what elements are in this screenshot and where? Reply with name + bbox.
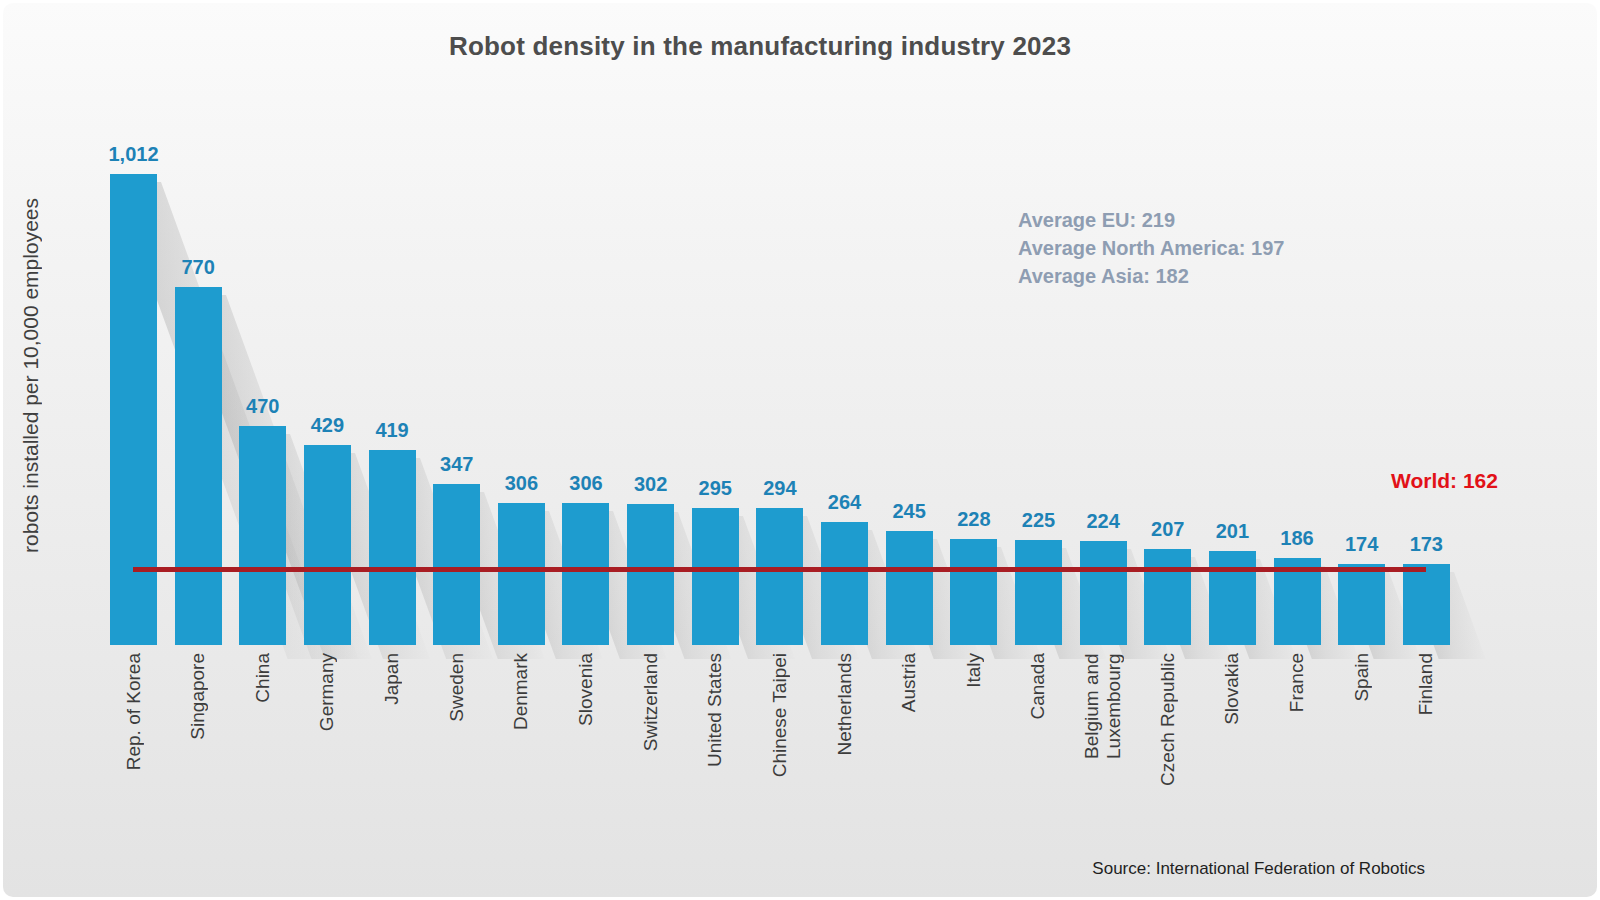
bar-value-label: 770 <box>153 256 243 279</box>
bar-japan <box>369 450 416 645</box>
x-label-slot: Slovenia <box>562 653 609 726</box>
annotation-average-eu: Average EU: 219 <box>1018 206 1284 234</box>
annotation-average-asia: Average Asia: 182 <box>1018 262 1284 290</box>
x-label-slot: Netherlands <box>821 653 868 755</box>
bar-germany <box>304 445 351 645</box>
bar-slovenia <box>562 503 609 645</box>
world-line-label: World: 162 <box>1391 469 1498 493</box>
x-axis-label: Sweden <box>446 653 468 722</box>
x-axis-labels: Rep. of Korea Singapore China Germany Japan S… <box>110 653 1450 828</box>
bar-spain <box>1338 564 1385 645</box>
bar-value-label: 173 <box>1381 533 1471 556</box>
x-label-slot: Japan <box>369 653 416 705</box>
regional-averages-annotation: Average EU: 219 Average North America: 1… <box>1018 206 1284 290</box>
x-axis-label: China <box>252 653 274 703</box>
source-note: Source: International Federation of Robo… <box>1092 859 1425 879</box>
x-label-slot: Germany <box>304 653 351 731</box>
bar-rep-of-korea <box>110 174 157 645</box>
bar-chinese-taipei <box>756 508 803 645</box>
x-axis-label: Chinese Taipei <box>769 653 791 777</box>
x-label-slot: China <box>239 653 286 703</box>
bar-switzerland <box>627 504 674 645</box>
bar-denmark <box>498 503 545 645</box>
bar-value-label: 419 <box>347 419 437 442</box>
x-label-slot: Austria <box>886 653 933 712</box>
x-axis-label: Slovenia <box>575 653 597 726</box>
y-axis: robots installed per 10,000 employees <box>19 3 43 748</box>
bar-netherlands <box>821 522 868 645</box>
world-reference-line <box>133 567 1426 572</box>
x-label-slot: France <box>1274 653 1321 712</box>
x-axis-label: Netherlands <box>834 653 856 755</box>
x-axis-label: Germany <box>316 653 338 731</box>
x-label-slot: Belgium and Luxembourg <box>1080 653 1127 828</box>
x-axis-label: Italy <box>963 653 985 688</box>
bar-singapore <box>175 287 222 645</box>
bar-canada <box>1015 540 1062 645</box>
bar-austria <box>886 531 933 645</box>
x-axis-label: Rep. of Korea <box>123 653 145 770</box>
bar-czech-republic <box>1144 549 1191 645</box>
x-label-slot: Rep. of Korea <box>110 653 157 770</box>
bar-value-label: 1,012 <box>89 143 179 166</box>
x-label-slot: Switzerland <box>627 653 674 751</box>
bar-italy <box>950 539 997 645</box>
x-label-slot: United States <box>692 653 739 767</box>
x-label-slot: Italy <box>950 653 997 688</box>
x-axis-label: Denmark <box>510 653 532 730</box>
x-label-slot: Sweden <box>433 653 480 722</box>
x-axis-label: Canada <box>1027 653 1049 720</box>
chart-canvas: Robot density in the manufacturing indus… <box>3 3 1597 897</box>
x-axis-label: Czech Republic <box>1157 653 1179 786</box>
x-label-slot: Slovakia <box>1209 653 1256 725</box>
x-axis-label: Spain <box>1351 653 1373 702</box>
x-axis-label: Singapore <box>187 653 209 740</box>
x-label-slot: Finland <box>1403 653 1450 715</box>
x-label-slot: Denmark <box>498 653 545 730</box>
chart-title: Robot density in the manufacturing indus… <box>3 31 1517 62</box>
x-axis-label: Switzerland <box>640 653 662 751</box>
x-axis-label: Austria <box>898 653 920 712</box>
bar-finland <box>1403 564 1450 645</box>
x-axis-label: Japan <box>381 653 403 705</box>
x-label-slot: Czech Republic <box>1144 653 1191 786</box>
bar-united-states <box>692 508 739 645</box>
x-axis-label: Belgium and Luxembourg <box>1081 653 1125 828</box>
x-axis-label: United States <box>704 653 726 767</box>
x-axis-label: France <box>1286 653 1308 712</box>
x-label-slot: Spain <box>1338 653 1385 702</box>
x-label-slot: Singapore <box>175 653 222 740</box>
bar-belgium-and-luxembourg <box>1080 541 1127 645</box>
x-label-slot: Chinese Taipei <box>756 653 803 777</box>
annotation-average-north-america: Average North America: 197 <box>1018 234 1284 262</box>
bar-sweden <box>433 484 480 645</box>
y-axis-label: robots installed per 10,000 employees <box>19 198 43 553</box>
bar-china <box>239 426 286 645</box>
x-axis-label: Finland <box>1415 653 1437 715</box>
x-axis-label: Slovakia <box>1221 653 1243 725</box>
x-label-slot: Canada <box>1015 653 1062 720</box>
bar-slovakia <box>1209 551 1256 645</box>
